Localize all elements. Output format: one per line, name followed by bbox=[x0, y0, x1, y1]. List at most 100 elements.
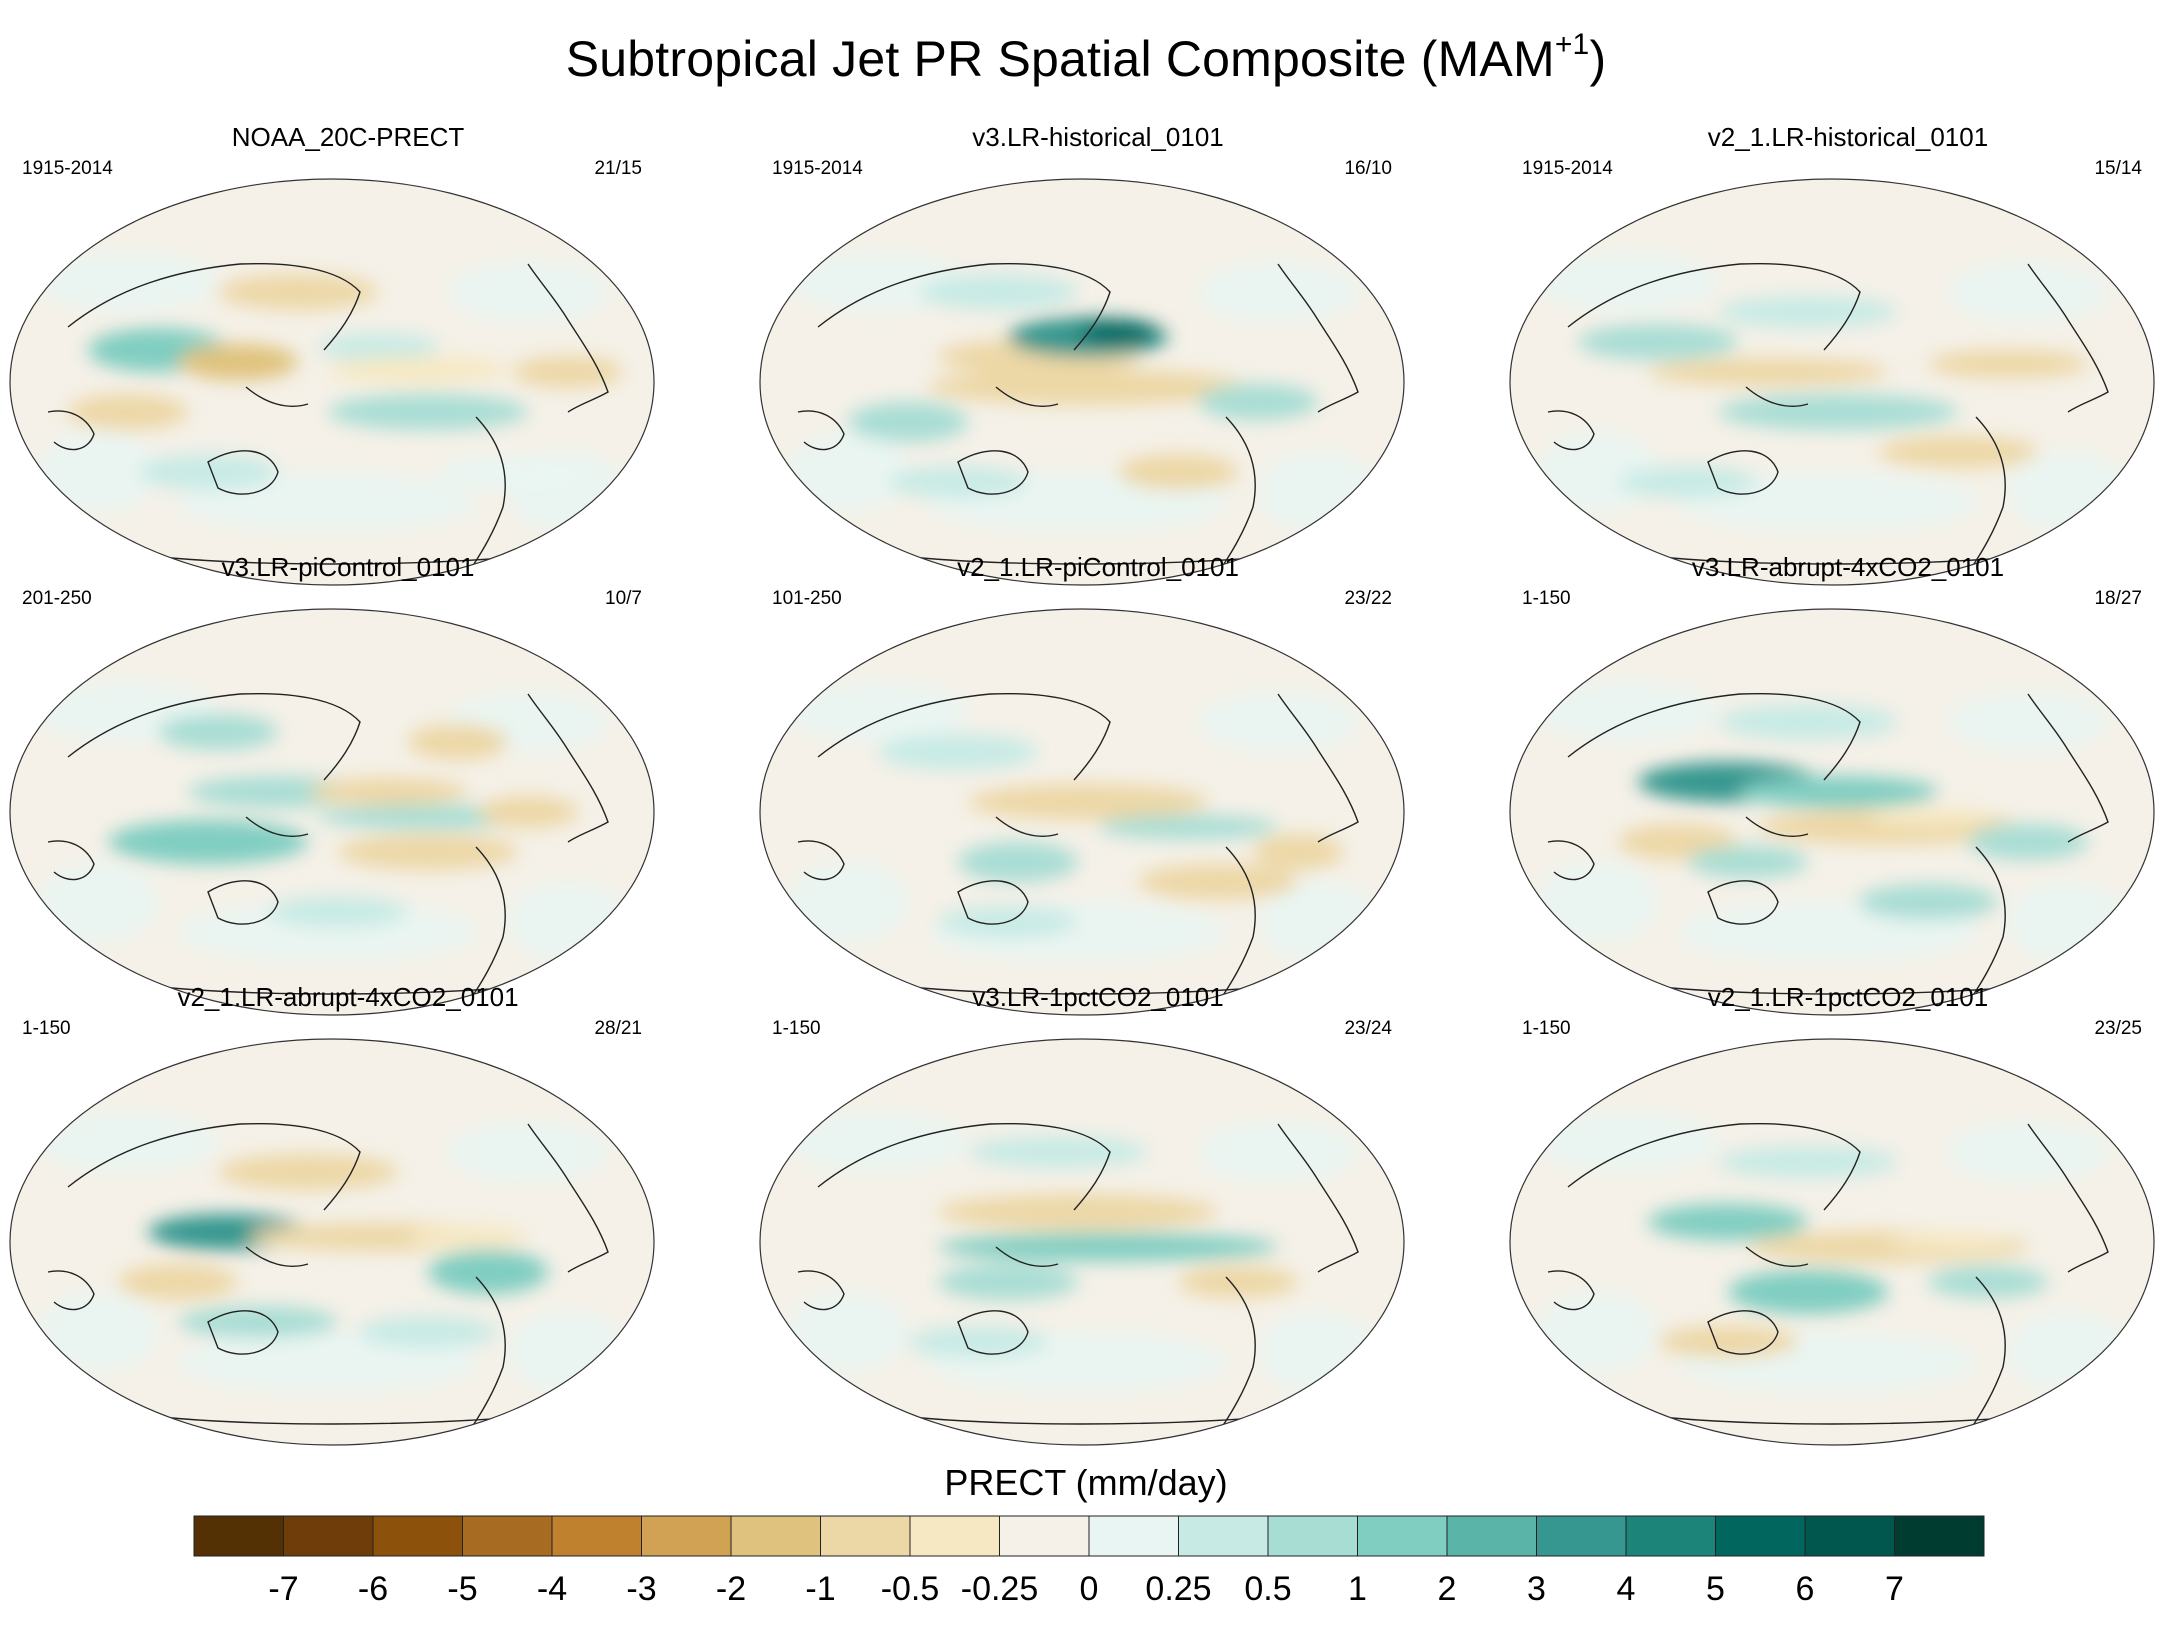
map-border bbox=[9, 178, 655, 586]
anomaly-region bbox=[318, 333, 438, 361]
anomaly-region bbox=[1968, 824, 2088, 860]
anomaly-region bbox=[1078, 320, 1158, 344]
title-main: Subtropical Jet PR Spatial Composite (MA… bbox=[565, 31, 1555, 87]
colorbar-tick-label: -0.5 bbox=[881, 1570, 940, 1608]
title-end: ) bbox=[1589, 31, 1607, 87]
colorbar-tick-label: 4 bbox=[1617, 1570, 1636, 1608]
anomaly-region bbox=[1538, 862, 1658, 942]
anomaly-region bbox=[968, 784, 1208, 820]
anomaly-region bbox=[308, 778, 468, 806]
colorbar-tick-label: -0.25 bbox=[961, 1570, 1039, 1608]
anomaly-region bbox=[428, 1250, 548, 1294]
anomaly-region bbox=[1138, 864, 1298, 900]
anomaly-region bbox=[848, 402, 968, 442]
panel-title: v3.LR-historical_0101 bbox=[972, 122, 1224, 152]
anomaly-region bbox=[1648, 1204, 1808, 1240]
coastline bbox=[469, 416, 506, 571]
anomaly-region bbox=[938, 1194, 1218, 1230]
panel-event-count: 10/7 bbox=[605, 588, 642, 609]
coastline bbox=[1969, 1276, 2006, 1431]
coastline bbox=[207, 1310, 279, 1355]
panel-period: 1915-2014 bbox=[772, 158, 863, 179]
map-border bbox=[9, 1038, 655, 1446]
title-superscript: +1 bbox=[1554, 28, 1590, 62]
anomaly-region bbox=[968, 1136, 1148, 1168]
colorbar-swatch bbox=[551, 1515, 642, 1557]
anomaly-region bbox=[788, 862, 908, 942]
coastline bbox=[67, 1122, 361, 1211]
anomaly-region bbox=[178, 344, 298, 380]
coastline bbox=[1745, 386, 1809, 407]
anomaly-region bbox=[1928, 1266, 2048, 1298]
coastline bbox=[1219, 846, 1256, 1001]
anomaly-region bbox=[1948, 262, 2108, 322]
coastline bbox=[47, 840, 95, 881]
panel-title: v3.LR-1pctCO2_0101 bbox=[972, 982, 1224, 1012]
coastline bbox=[527, 263, 609, 413]
coastline bbox=[469, 1276, 506, 1431]
colorbar-swatch bbox=[1088, 1515, 1179, 1557]
anomaly-region bbox=[788, 432, 908, 512]
coastline bbox=[1547, 410, 1595, 451]
colorbar-tick-label: -2 bbox=[716, 1570, 746, 1608]
colorbar-title: PRECT (mm/day) bbox=[944, 1462, 1228, 1503]
anomaly-region bbox=[1538, 1292, 1658, 1372]
anomaly-region bbox=[138, 454, 278, 490]
coastline bbox=[1969, 416, 2006, 571]
map-panel: NOAA_20C-PRECT 1915-2014 21/15 bbox=[8, 122, 688, 586]
colorbar-swatch bbox=[372, 1515, 463, 1557]
anomaly-region bbox=[1928, 350, 2088, 378]
colorbar-tick-label: 6 bbox=[1796, 1570, 1815, 1608]
coastline bbox=[1707, 450, 1779, 495]
anomaly-region bbox=[448, 262, 608, 322]
anomaly-region bbox=[1738, 776, 1938, 808]
colorbar-swatch bbox=[283, 1515, 374, 1557]
colorbar-swatch bbox=[909, 1515, 1000, 1557]
anomaly-region bbox=[513, 356, 623, 388]
anomaly-region bbox=[1718, 1146, 1898, 1178]
map-panel: v3.LR-piControl_0101 201-250 10/7 bbox=[8, 552, 688, 1016]
panel-period: 1-150 bbox=[22, 1018, 71, 1039]
anomaly-region bbox=[1198, 384, 1318, 420]
map-panel: v2_1.LR-1pctCO2_0101 1-150 23/25 bbox=[1508, 982, 2172, 1446]
anomaly-region bbox=[408, 724, 508, 760]
anomaly-region bbox=[888, 466, 1028, 498]
map-plot bbox=[1509, 178, 2155, 586]
anomaly-region bbox=[178, 472, 478, 532]
panel-period: 1915-2014 bbox=[1522, 158, 1613, 179]
anomaly-region bbox=[788, 1292, 908, 1372]
panel-event-count: 16/10 bbox=[1344, 158, 1392, 179]
colorbar-tick-label: -6 bbox=[358, 1570, 388, 1608]
anomaly-region bbox=[478, 796, 578, 828]
coastline bbox=[245, 386, 309, 407]
anomaly-region bbox=[178, 1332, 478, 1392]
coastline bbox=[469, 846, 506, 1001]
map-border bbox=[759, 178, 1405, 586]
colorbar-swatch bbox=[193, 1515, 284, 1557]
panel-event-count: 21/15 bbox=[594, 158, 642, 179]
colorbar-tick-label: 0.5 bbox=[1244, 1570, 1291, 1608]
coastline bbox=[2027, 1123, 2109, 1273]
coastline bbox=[797, 1270, 845, 1311]
colorbar-swatch bbox=[730, 1515, 821, 1557]
coastline bbox=[67, 692, 361, 781]
coastline bbox=[957, 880, 1029, 925]
anomaly-region bbox=[1648, 358, 1888, 386]
anomaly-region bbox=[788, 682, 968, 742]
anomaly-region bbox=[268, 896, 408, 928]
colorbar-tick-label: -4 bbox=[537, 1570, 567, 1608]
map-plot bbox=[759, 608, 1405, 1016]
anomaly-region bbox=[958, 842, 1078, 882]
map-border bbox=[759, 1038, 1405, 1446]
coastline bbox=[797, 840, 845, 881]
map-panel: v2_1.LR-piControl_0101 101-250 23/22 bbox=[758, 552, 1438, 1016]
coastline bbox=[2027, 693, 2109, 843]
colorbar-tick-label: 7 bbox=[1885, 1570, 1904, 1608]
anomaly-region bbox=[108, 820, 308, 864]
colorbar-tick-label: -3 bbox=[626, 1570, 656, 1608]
figure-title: Subtropical Jet PR Spatial Composite (MA… bbox=[0, 28, 2172, 88]
anomaly-region bbox=[218, 274, 378, 310]
anomaly-region bbox=[408, 1225, 528, 1249]
anomaly-region bbox=[938, 1264, 1078, 1300]
colorbar-swatch bbox=[1804, 1515, 1895, 1557]
